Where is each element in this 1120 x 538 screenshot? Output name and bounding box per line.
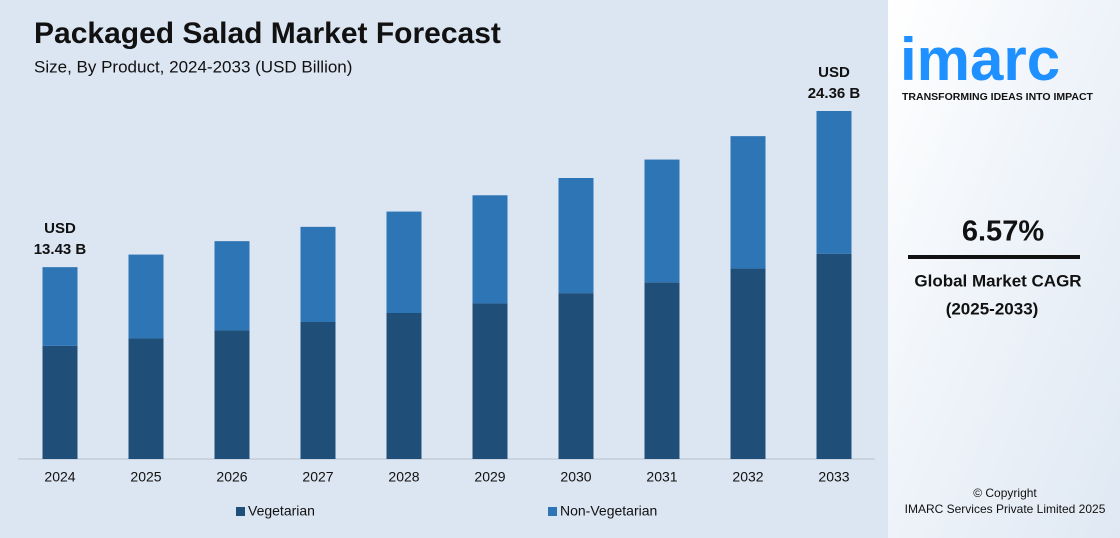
cagr-label: Global Market CAGR — [914, 271, 1081, 290]
logo: imarc — [900, 26, 1060, 93]
bar-segment — [644, 159, 680, 283]
bar-segment — [558, 293, 594, 459]
bar-segment — [42, 345, 78, 459]
cagr-value: 6.57% — [962, 216, 1044, 248]
total-label: USD — [44, 220, 76, 237]
bar-segment — [730, 268, 766, 459]
bar-segment — [386, 313, 422, 459]
bar-segment — [300, 322, 336, 459]
x-tick-label: 2033 — [818, 469, 849, 485]
legend-swatch — [236, 507, 245, 516]
copyright: © Copyright — [973, 486, 1037, 500]
company: IMARC Services Private Limited 2025 — [905, 502, 1106, 516]
x-tick-label: 2024 — [44, 469, 75, 485]
bar-segment — [214, 241, 250, 331]
bar-segment — [42, 267, 78, 346]
total-label: USD — [818, 64, 850, 81]
chart-subtitle: Size, By Product, 2024-2033 (USD Billion… — [34, 57, 352, 76]
x-tick-label: 2029 — [474, 469, 505, 485]
bar-segment — [816, 253, 852, 459]
legend-label: Vegetarian — [248, 503, 315, 519]
side-background — [888, 0, 1120, 538]
bar-segment — [816, 111, 852, 254]
bar-segment — [386, 211, 422, 313]
cagr-period: (2025-2033) — [946, 299, 1039, 318]
chart-title: Packaged Salad Market Forecast — [34, 17, 501, 50]
bar-segment — [472, 195, 508, 304]
bar-segment — [128, 254, 164, 339]
total-label: 13.43 B — [34, 241, 87, 258]
bar-segment — [644, 282, 680, 459]
bar-segment — [730, 136, 766, 269]
bar-segment — [214, 330, 250, 459]
bar-segment — [558, 178, 594, 294]
legend-swatch — [548, 507, 557, 516]
x-tick-label: 2031 — [646, 469, 677, 485]
x-tick-label: 2025 — [130, 469, 161, 485]
x-tick-label: 2032 — [732, 469, 763, 485]
total-label: 24.36 B — [808, 85, 861, 102]
tagline: TRANSFORMING IDEAS INTO IMPACT — [902, 91, 1094, 103]
bar-segment — [300, 226, 336, 322]
bar-segment — [128, 338, 164, 459]
x-tick-label: 2030 — [560, 469, 591, 485]
x-tick-label: 2027 — [302, 469, 333, 485]
x-tick-label: 2026 — [216, 469, 247, 485]
legend-label: Non-Vegetarian — [560, 503, 657, 519]
bar-segment — [472, 303, 508, 459]
x-tick-label: 2028 — [388, 469, 419, 485]
